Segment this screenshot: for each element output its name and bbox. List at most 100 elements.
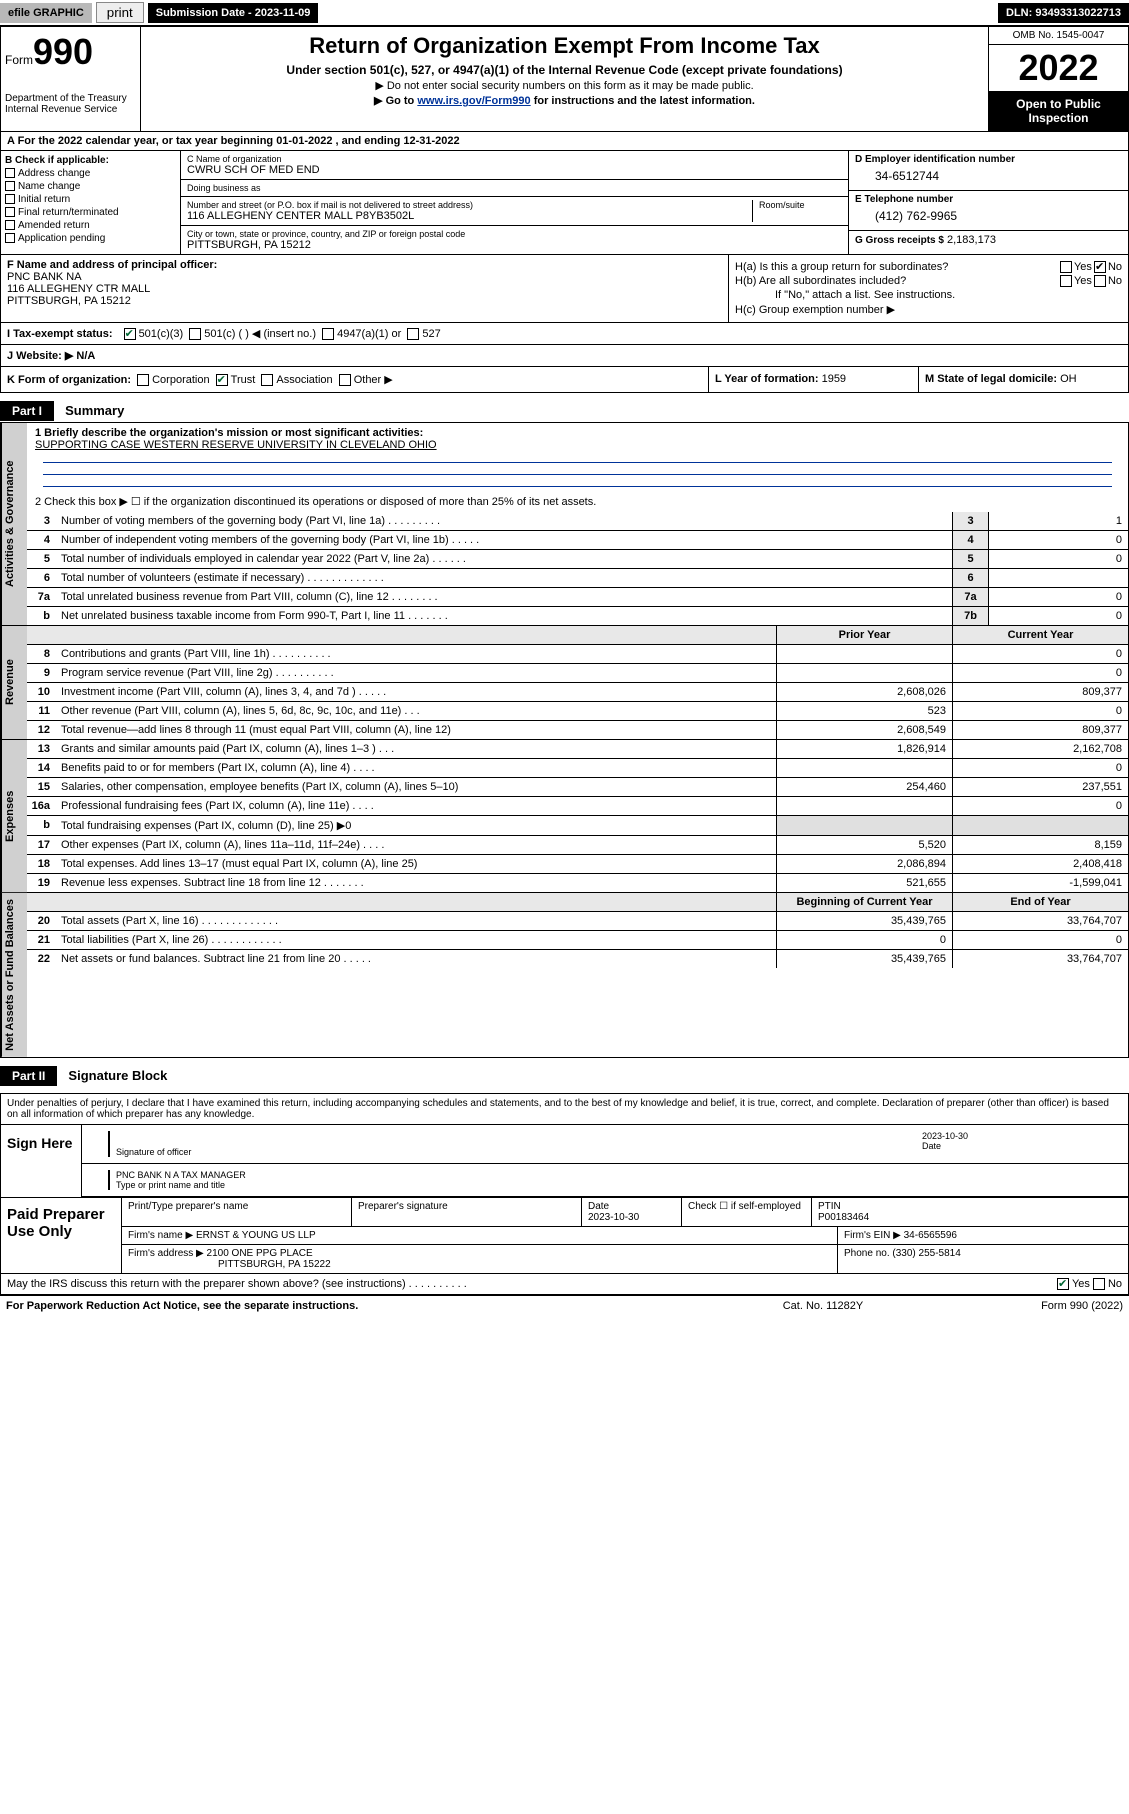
m-value: OH <box>1060 373 1077 385</box>
na-hdr-end: End of Year <box>952 893 1128 911</box>
paid-r1: Print/Type preparer's name Preparer's si… <box>122 1198 1128 1227</box>
i-label: I Tax-exempt status: <box>7 328 113 340</box>
row-current-year: 0 <box>952 931 1128 949</box>
gov-row: 3 Number of voting members of the govern… <box>27 512 1128 531</box>
chk-address-change[interactable]: Address change <box>5 168 176 179</box>
col-f-officer: F Name and address of principal officer:… <box>1 255 728 322</box>
may-no[interactable] <box>1093 1278 1105 1290</box>
sub3-pre: ▶ Go to <box>374 95 417 107</box>
paid-r3: Firm's address ▶ 2100 ONE PPG PLACE PITT… <box>122 1245 1128 1273</box>
form-header: Form990 Department of the Treasury Inter… <box>0 26 1129 132</box>
officer-sig-field[interactable]: Signature of officer <box>108 1131 922 1157</box>
row-num: b <box>27 816 55 835</box>
part1-header-row: Part I Summary <box>0 393 1129 422</box>
data-row: 19 Revenue less expenses. Subtract line … <box>27 874 1128 892</box>
row-prior-year: 2,086,894 <box>776 855 952 873</box>
chk-final-return[interactable]: Final return/terminated <box>5 207 176 218</box>
name-label: C Name of organization <box>187 154 842 164</box>
row-current-year: 8,159 <box>952 836 1128 854</box>
chk-trust[interactable] <box>216 374 228 386</box>
row-num: 11 <box>27 702 55 720</box>
ha-no[interactable] <box>1094 261 1106 273</box>
row-value: 0 <box>988 550 1128 568</box>
org-name: CWRU SCH OF MED END <box>187 164 842 176</box>
f-label: F Name and address of principal officer: <box>7 259 722 271</box>
chk-501c3[interactable] <box>124 328 136 340</box>
footer: For Paperwork Reduction Act Notice, see … <box>0 1295 1129 1316</box>
print-button[interactable]: print <box>96 2 144 23</box>
row-num: 12 <box>27 721 55 739</box>
row-prior-year <box>776 759 952 777</box>
summary-expenses: Expenses 13 Grants and similar amounts p… <box>0 740 1129 893</box>
row-boxnum: 6 <box>952 569 988 587</box>
paid-preparer-block: Paid Preparer Use Only Print/Type prepar… <box>0 1198 1129 1274</box>
row-value: 0 <box>988 588 1128 606</box>
part2-badge: Part II <box>0 1066 57 1086</box>
row-num: 13 <box>27 740 55 758</box>
row-prior-year <box>776 664 952 682</box>
row-prior-year: 0 <box>776 931 952 949</box>
topbar: efile GRAPHIC print Submission Date - 20… <box>0 0 1129 26</box>
hb-no[interactable] <box>1094 275 1106 287</box>
chk-name-change[interactable]: Name change <box>5 181 176 192</box>
chk-other[interactable] <box>339 374 351 386</box>
row-prior-year: 2,608,549 <box>776 721 952 739</box>
row-prior-year <box>776 645 952 663</box>
firm-addr: Firm's address ▶ 2100 ONE PPG PLACE PITT… <box>122 1245 838 1273</box>
row-num: 20 <box>27 912 55 930</box>
row-text: Number of voting members of the governin… <box>55 512 952 530</box>
form-prefix: Form <box>5 53 33 67</box>
exempt-opts: 501(c)(3) 501(c) ( ) ◀ (insert no.) 4947… <box>121 327 441 340</box>
row-text: Benefits paid to or for members (Part IX… <box>55 759 776 777</box>
row-a-tax-year: A For the 2022 calendar year, or tax yea… <box>0 132 1129 151</box>
chk-app-pending[interactable]: Application pending <box>5 233 176 244</box>
data-row: 10 Investment income (Part VIII, column … <box>27 683 1128 702</box>
data-row: 8 Contributions and grants (Part VIII, l… <box>27 645 1128 664</box>
na-body: Beginning of Current Year End of Year 20… <box>27 893 1128 1057</box>
data-row: 14 Benefits paid to or for members (Part… <box>27 759 1128 778</box>
row-prior-year: 1,826,914 <box>776 740 952 758</box>
room-label: Room/suite <box>759 200 842 210</box>
chk-initial-return[interactable]: Initial return <box>5 194 176 205</box>
may-yes[interactable] <box>1057 1278 1069 1290</box>
sig-name-line: PNC BANK N A TAX MANAGER Type or print n… <box>82 1164 1128 1197</box>
chk-4947[interactable] <box>322 328 334 340</box>
chk-corp[interactable] <box>137 374 149 386</box>
row-prior-year: 523 <box>776 702 952 720</box>
row-current-year: 0 <box>952 759 1128 777</box>
mission-text: SUPPORTING CASE WESTERN RESERVE UNIVERSI… <box>35 439 1120 451</box>
hb-yes[interactable] <box>1060 275 1072 287</box>
dba-row: Doing business as <box>181 180 848 197</box>
row-num: 14 <box>27 759 55 777</box>
ein-value: 34-6512744 <box>855 165 1122 187</box>
chk-amended[interactable]: Amended return <box>5 220 176 231</box>
chk-527[interactable] <box>407 328 419 340</box>
col-c-org-info: C Name of organization CWRU SCH OF MED E… <box>181 151 848 254</box>
row-current-year: -1,599,041 <box>952 874 1128 892</box>
l-value: 1959 <box>822 373 846 385</box>
col-h-group: H(a) Is this a group return for subordin… <box>728 255 1128 322</box>
row-text: Professional fundraising fees (Part IX, … <box>55 797 776 815</box>
header-left: Form990 Department of the Treasury Inter… <box>1 27 141 131</box>
chk-assoc[interactable] <box>261 374 273 386</box>
open-inspection: Open to Public Inspection <box>989 91 1128 131</box>
foot-catno: Cat. No. 11282Y <box>723 1300 923 1312</box>
row-py-shaded <box>776 816 952 835</box>
irs-link[interactable]: www.irs.gov/Form990 <box>417 95 530 107</box>
summary-revenue: Revenue Prior Year Current Year 8 Contri… <box>0 626 1129 740</box>
declaration-text: Under penalties of perjury, I declare th… <box>1 1094 1128 1125</box>
rule <box>43 475 1112 487</box>
sign-here-row: Sign Here Signature of officer 2023-10-3… <box>1 1125 1128 1197</box>
row-current-year: 809,377 <box>952 683 1128 701</box>
data-row: 11 Other revenue (Part VIII, column (A),… <box>27 702 1128 721</box>
j-label: J Website: ▶ <box>7 350 73 362</box>
row-num: 4 <box>27 531 55 549</box>
row-current-year: 0 <box>952 645 1128 663</box>
efile-label: efile GRAPHIC <box>0 3 92 23</box>
prep-selfemp[interactable]: Check ☐ if self-employed <box>682 1198 812 1226</box>
chk-501c[interactable] <box>189 328 201 340</box>
header-center: Return of Organization Exempt From Incom… <box>141 27 988 131</box>
ha-yes[interactable] <box>1060 261 1072 273</box>
gross-row: G Gross receipts $ 2,183,173 <box>849 231 1128 249</box>
firm-name: Firm's name ▶ ERNST & YOUNG US LLP <box>122 1227 838 1244</box>
